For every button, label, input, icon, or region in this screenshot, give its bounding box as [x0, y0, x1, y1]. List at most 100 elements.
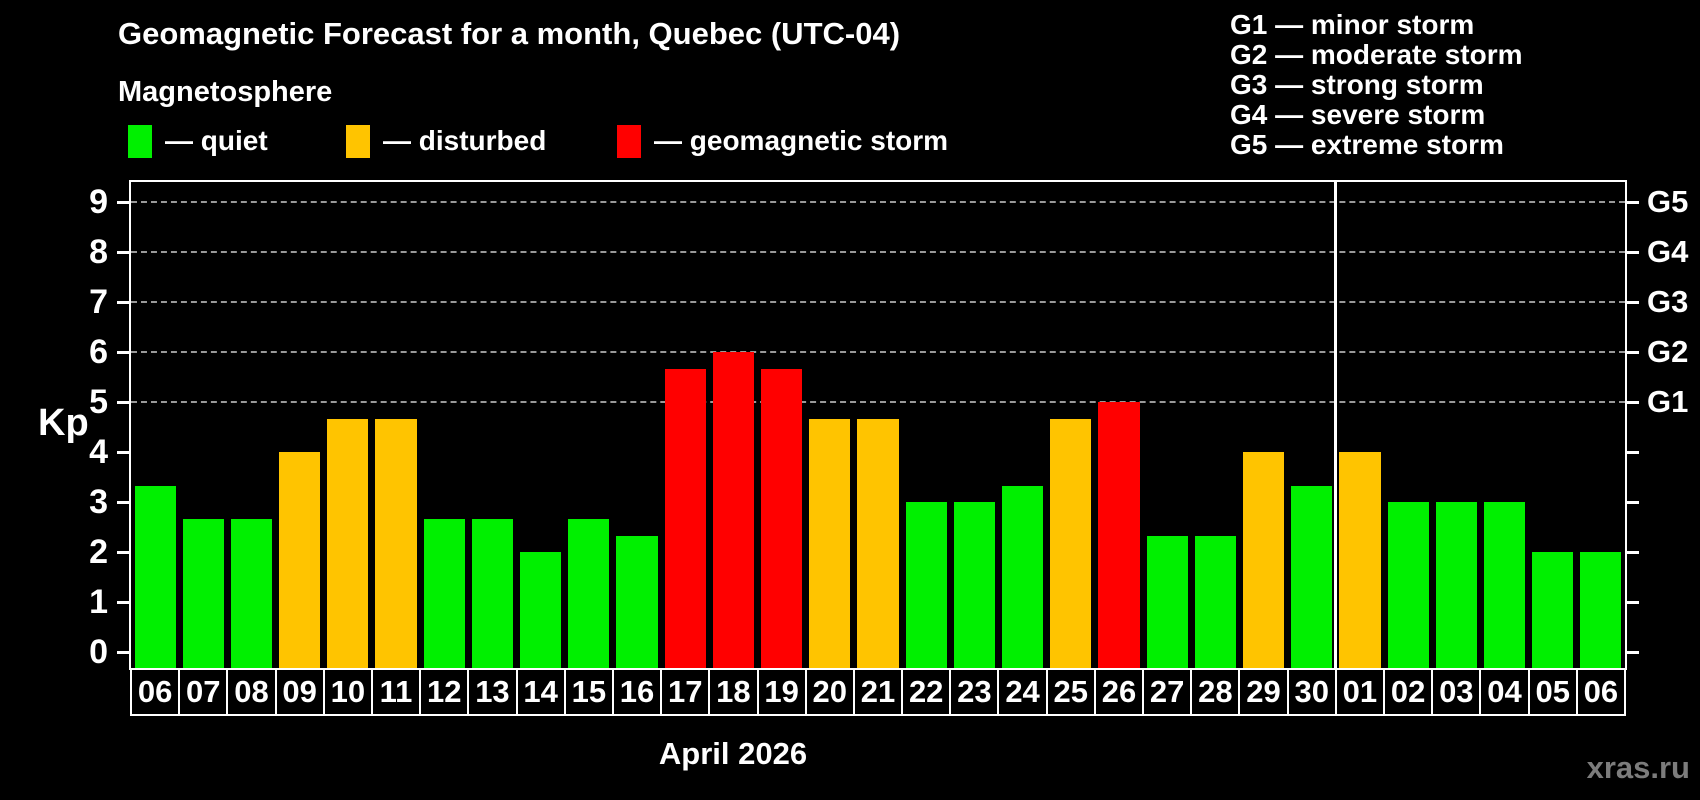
y-axis-label-0: 0 — [89, 633, 108, 671]
legend-item-disturbed: — disturbed — [346, 124, 546, 158]
bar-day-23 — [953, 502, 995, 668]
x-axis-day-box-07: 07 — [178, 668, 229, 716]
x-axis-day-box-05: 05 — [1527, 668, 1578, 716]
bar-day-18 — [712, 352, 754, 668]
x-axis-day-box-24: 24 — [997, 668, 1048, 716]
bar-day-15 — [568, 518, 610, 668]
storm-scale-legend: G1 — minor storm G2 — moderate storm G3 … — [1230, 10, 1523, 160]
left-axis-tick-0 — [117, 650, 131, 654]
bar-day-13 — [471, 518, 514, 668]
bar-day-22 — [905, 502, 947, 668]
storm-scale-line-g1: G1 — minor storm — [1230, 9, 1475, 40]
bar-day-04 — [1483, 502, 1526, 668]
gridline-kp8 — [131, 251, 1625, 253]
left-axis-tick-2 — [117, 550, 131, 554]
bar-day-14 — [520, 552, 562, 668]
gridline-kp7 — [131, 301, 1625, 303]
x-axis-day-box-13: 13 — [467, 668, 518, 716]
bar-day-12 — [423, 518, 465, 668]
bar-day-06 — [1580, 552, 1622, 668]
y-axis-label-7: 7 — [89, 283, 108, 321]
x-axis-day-box-26: 26 — [1093, 668, 1145, 716]
legend-label-storm: — geomagnetic storm — [654, 125, 949, 156]
right-axis-tick-8 — [1625, 250, 1639, 254]
x-axis-month-label: April 2026 — [658, 736, 808, 771]
y-axis-label-8: 8 — [89, 233, 108, 271]
bar-day-24 — [1001, 485, 1044, 668]
right-axis-label-G2: G2 — [1647, 334, 1689, 369]
y-axis-label-4: 4 — [89, 433, 108, 471]
bar-day-10 — [327, 418, 369, 668]
x-axis-day-box-22: 22 — [901, 668, 952, 716]
x-axis-day-box-25: 25 — [1045, 668, 1096, 716]
bar-day-28 — [1194, 535, 1236, 668]
bar-day-11 — [375, 418, 417, 668]
bar-day-08 — [230, 518, 273, 668]
quiet-color-swatch — [128, 124, 152, 158]
month-divider-line — [1334, 182, 1338, 668]
bar-day-03 — [1435, 502, 1477, 668]
bar-day-17 — [664, 368, 706, 668]
right-axis-tick-3 — [1625, 500, 1639, 504]
x-axis-day-box-17: 17 — [660, 668, 711, 716]
y-axis-label-6: 6 — [89, 333, 108, 371]
gridline-kp9 — [131, 201, 1625, 203]
x-axis-day-box-01: 01 — [1334, 668, 1386, 716]
right-axis-tick-9 — [1625, 200, 1639, 204]
storm-scale-line-g3: G3 — strong storm — [1230, 69, 1484, 100]
x-axis-day-box-20: 20 — [804, 668, 855, 716]
left-axis-tick-1 — [117, 600, 131, 604]
x-axis-day-box-28: 28 — [1190, 668, 1241, 716]
right-axis-tick-1 — [1625, 600, 1639, 604]
chart-title: Geomagnetic Forecast for a month, Quebec… — [118, 16, 901, 51]
right-axis-tick-7 — [1625, 300, 1639, 304]
storm-scale-line-g5: G5 — extreme storm — [1230, 129, 1504, 160]
x-axis-day-box-18: 18 — [708, 668, 759, 716]
left-axis-tick-8 — [117, 250, 131, 254]
y-axis-label-9: 9 — [89, 183, 108, 221]
bar-day-21 — [857, 418, 899, 668]
x-axis-day-box-02: 02 — [1383, 668, 1434, 716]
right-axis-tick-2 — [1625, 550, 1639, 554]
x-axis-day-box-04: 04 — [1479, 668, 1530, 716]
chart-subtitle: Magnetosphere — [118, 76, 333, 108]
bar-day-19 — [761, 368, 803, 668]
bar-day-01 — [1339, 452, 1381, 668]
bar-day-29 — [1242, 452, 1285, 668]
legend-label-disturbed: — disturbed — [383, 125, 547, 156]
gridline-kp6 — [131, 351, 1625, 353]
watermark: xras.ru — [1586, 750, 1690, 785]
right-axis-label-G3: G3 — [1647, 284, 1689, 319]
right-axis-label-G4: G4 — [1647, 234, 1689, 269]
x-axis-day-box-03: 03 — [1431, 668, 1482, 716]
y-axis-label-3: 3 — [89, 483, 108, 521]
x-axis-day-box-11: 11 — [370, 668, 422, 716]
plot-area — [129, 180, 1627, 670]
right-axis-tick-6 — [1625, 350, 1639, 354]
right-axis-tick-4 — [1625, 450, 1639, 454]
bar-day-09 — [279, 452, 321, 668]
x-axis-day-box-15: 15 — [563, 668, 614, 716]
right-axis-label-G1: G1 — [1647, 384, 1689, 419]
bar-day-27 — [1146, 535, 1188, 668]
storm-scale-line-g2: G2 — moderate storm — [1230, 39, 1523, 70]
y-axis-label-1: 1 — [89, 583, 108, 621]
right-axis-tick-0 — [1625, 650, 1639, 654]
storm-color-swatch — [617, 124, 641, 158]
x-axis-day-box-06: 06 — [130, 668, 181, 716]
bar-day-25 — [1050, 418, 1092, 668]
x-axis-day-box-19: 19 — [756, 668, 807, 716]
x-axis-day-box-27: 27 — [1142, 668, 1193, 716]
y-axis-label-2: 2 — [89, 533, 108, 571]
disturbed-color-swatch — [346, 124, 370, 158]
x-axis-day-box-29: 29 — [1238, 668, 1289, 716]
legend-item-storm: — geomagnetic storm — [617, 124, 948, 158]
x-axis-day-box-14: 14 — [515, 668, 566, 716]
y-axis-label-5: 5 — [89, 383, 108, 421]
x-axis-day-box-21: 21 — [852, 668, 904, 716]
x-axis-day-box-09: 09 — [274, 668, 325, 716]
left-axis-tick-7 — [117, 300, 131, 304]
bar-day-06 — [134, 485, 176, 668]
bar-day-30 — [1291, 485, 1333, 668]
